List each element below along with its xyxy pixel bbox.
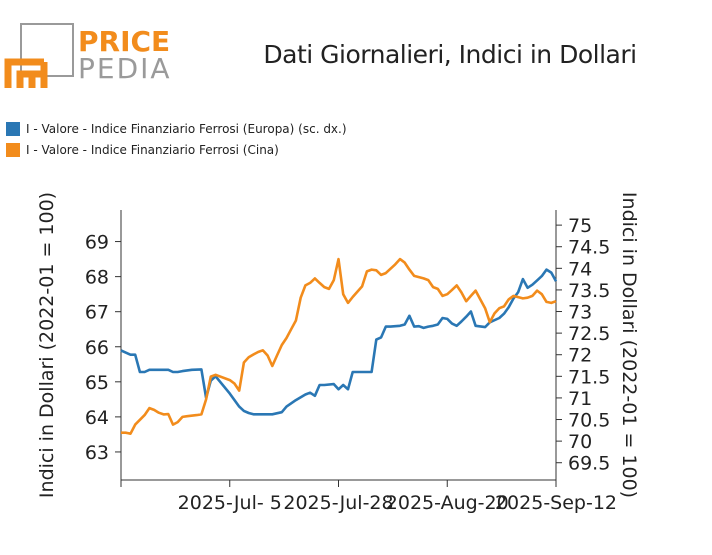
right-tick-label: 69.5 xyxy=(568,453,610,475)
series-line-cina xyxy=(121,257,557,435)
x-tick-label: 2025-Aug-20 xyxy=(386,492,509,514)
legend-swatch-cina xyxy=(6,142,20,157)
series-line-europa xyxy=(120,268,558,416)
left-tick-label: 64 xyxy=(85,407,109,429)
legend-label-cina: I - Valore - Indice Finanziario Ferrosi … xyxy=(26,142,279,157)
logo-mark: PRICE PEDIA xyxy=(4,23,170,88)
left-tick-label: 65 xyxy=(85,372,109,394)
left-tick-label: 69 xyxy=(85,232,109,254)
legend-label-europa: I - Valore - Indice Finanziario Ferrosi … xyxy=(26,121,347,136)
right-axis-title: Indici in Dollari (2022-01 = 100) xyxy=(618,192,640,498)
right-tick-label: 70.5 xyxy=(568,410,610,432)
x-tick-label: 2025-Sep-12 xyxy=(495,492,617,514)
left-axis-title: Indici in Dollari (2022-01 = 100) xyxy=(36,192,58,498)
x-tick-label: 2025-Jul-28 xyxy=(283,492,393,514)
right-tick-label: 72 xyxy=(568,345,592,367)
right-tick-label: 74 xyxy=(568,258,592,280)
right-tick-label: 70 xyxy=(568,431,592,453)
left-tick-label: 66 xyxy=(85,337,109,359)
right-tick-label: 73.5 xyxy=(568,280,610,302)
logo-bracket-orange xyxy=(4,58,44,88)
legend: I - Valore - Indice Finanziario Ferrosi … xyxy=(6,118,347,160)
left-tick-label: 63 xyxy=(85,442,109,464)
legend-item-europa[interactable]: I - Valore - Indice Finanziario Ferrosi … xyxy=(6,118,347,139)
legend-swatch-europa xyxy=(6,121,20,136)
left-tick-label: 67 xyxy=(85,302,109,324)
logo-price-text: PRICE xyxy=(78,25,170,58)
right-tick-label: 71 xyxy=(568,388,592,410)
right-tick-label: 72.5 xyxy=(568,323,610,345)
logo-pedia-text: PEDIA xyxy=(78,52,170,85)
right-tick-label: 73 xyxy=(568,302,592,324)
right-tick-label: 75 xyxy=(568,215,592,237)
left-tick-label: 68 xyxy=(85,267,109,289)
x-tick-label: 2025-Jul- 5 xyxy=(178,492,282,514)
legend-item-cina[interactable]: I - Valore - Indice Finanziario Ferrosi … xyxy=(6,139,347,160)
right-tick-label: 74.5 xyxy=(568,237,610,259)
pricepedia-logo: PRICE PEDIA xyxy=(4,23,170,88)
logo-bracket-orange-2 xyxy=(28,62,48,88)
chart-title: Dati Giornalieri, Indici in Dollari xyxy=(263,40,637,69)
right-tick-label: 71.5 xyxy=(568,366,610,388)
